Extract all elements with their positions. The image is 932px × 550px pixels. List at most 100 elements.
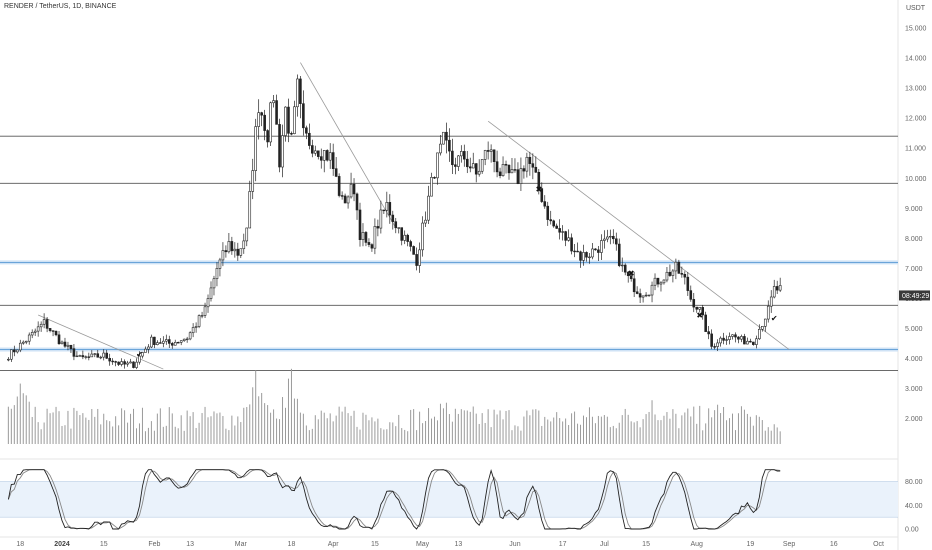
candle-body: [138, 355, 141, 363]
volume-bar: [97, 408, 99, 444]
candle-body: [763, 318, 767, 327]
candle-body: [626, 271, 630, 277]
volume-bar: [127, 422, 129, 444]
candle-body: [275, 100, 278, 125]
volume-bar: [779, 431, 781, 444]
volume-bar: [493, 409, 495, 444]
volume-bar: [690, 416, 692, 444]
candle-body: [689, 290, 693, 300]
volume-bar: [553, 417, 555, 444]
trendline: [487, 120, 790, 350]
candle-body: [305, 127, 308, 134]
candle-body: [72, 348, 76, 357]
price-tick-label: 3.000: [905, 386, 923, 393]
candle-body: [293, 106, 296, 134]
candle-body: [534, 166, 538, 173]
candle-body: [766, 305, 770, 320]
price-tick-label: 10.000: [905, 176, 927, 183]
volume-bar: [442, 408, 444, 444]
volume-bar: [717, 404, 719, 444]
candle-body: [54, 330, 58, 336]
cross-marker: ✖: [696, 311, 703, 320]
volume-bar: [696, 423, 698, 444]
volume-bar: [416, 430, 418, 444]
candle-body: [683, 274, 687, 278]
volume-bar: [529, 415, 531, 444]
candle-body: [302, 103, 305, 129]
volume-bar: [94, 416, 96, 444]
candle-body: [36, 326, 40, 332]
candle-body: [57, 334, 61, 345]
candle-body: [555, 225, 558, 229]
stochastic-tick-label: 0.00: [905, 527, 919, 534]
time-tick-label: 15: [642, 541, 650, 548]
volume-bar: [538, 410, 540, 444]
candle-body: [352, 183, 356, 195]
volume-bar: [487, 409, 489, 444]
candle-body: [614, 238, 618, 245]
candle-body: [355, 193, 359, 211]
candle-body: [75, 355, 79, 358]
candle-body: [272, 100, 275, 104]
stochastic-d-line: [7, 469, 781, 530]
volume-bar: [273, 409, 275, 444]
symbol-title[interactable]: RENDER / TetherUS, 1D, BINANCE: [4, 3, 117, 10]
volume-bar: [588, 407, 590, 444]
candle-body: [266, 130, 269, 143]
candle-body: [218, 259, 222, 269]
candle-body: [60, 341, 64, 345]
candle-body: [662, 279, 666, 284]
candle-body: [316, 150, 320, 157]
candle-body: [424, 219, 427, 224]
candle-body: [427, 195, 430, 221]
candle-body: [403, 234, 407, 241]
volume-bar: [115, 416, 117, 444]
candle-body: [620, 264, 624, 267]
candle-body: [197, 315, 201, 327]
volume-bar: [684, 412, 686, 444]
candle-body: [319, 156, 323, 161]
volume-bar: [392, 422, 394, 444]
candle-body: [236, 248, 240, 256]
volume-bar: [133, 408, 135, 444]
candle-body: [230, 241, 234, 252]
volume-bar: [195, 427, 197, 444]
candle-body: [394, 221, 398, 229]
candle-body: [188, 332, 192, 340]
volume-bar: [103, 413, 105, 444]
time-tick-label: 18: [16, 541, 24, 548]
volume-bar: [130, 413, 132, 444]
time-tick-label: 18: [288, 541, 296, 548]
candle-body: [436, 152, 439, 179]
candle-body: [251, 170, 255, 192]
volume-bar: [615, 428, 617, 444]
candle-body: [644, 294, 648, 297]
candle-body: [728, 336, 731, 340]
candle-body: [242, 240, 246, 250]
candle-body: [448, 139, 451, 152]
volume-bar: [171, 413, 173, 444]
candle-body: [439, 143, 442, 154]
candle-body: [263, 114, 266, 131]
volume-bar: [565, 418, 567, 444]
time-tick-label: Sep: [783, 541, 796, 548]
candle-body: [501, 164, 505, 177]
volume-bar: [204, 406, 206, 444]
candle-body: [337, 176, 341, 196]
candle-body: [120, 361, 123, 365]
candle-body: [617, 243, 621, 266]
volume-bar: [79, 415, 81, 444]
candle-body: [346, 196, 350, 204]
volume-bar: [499, 410, 501, 444]
time-tick-label: 17: [559, 541, 567, 548]
candle-body: [361, 232, 365, 240]
volume-bar: [91, 409, 93, 444]
volume-bar: [168, 407, 170, 444]
candle-body: [579, 251, 582, 261]
time-tick-label: May: [416, 541, 430, 548]
volume-bar: [737, 413, 739, 444]
candle-body: [647, 294, 651, 297]
volume-bar: [621, 415, 623, 444]
